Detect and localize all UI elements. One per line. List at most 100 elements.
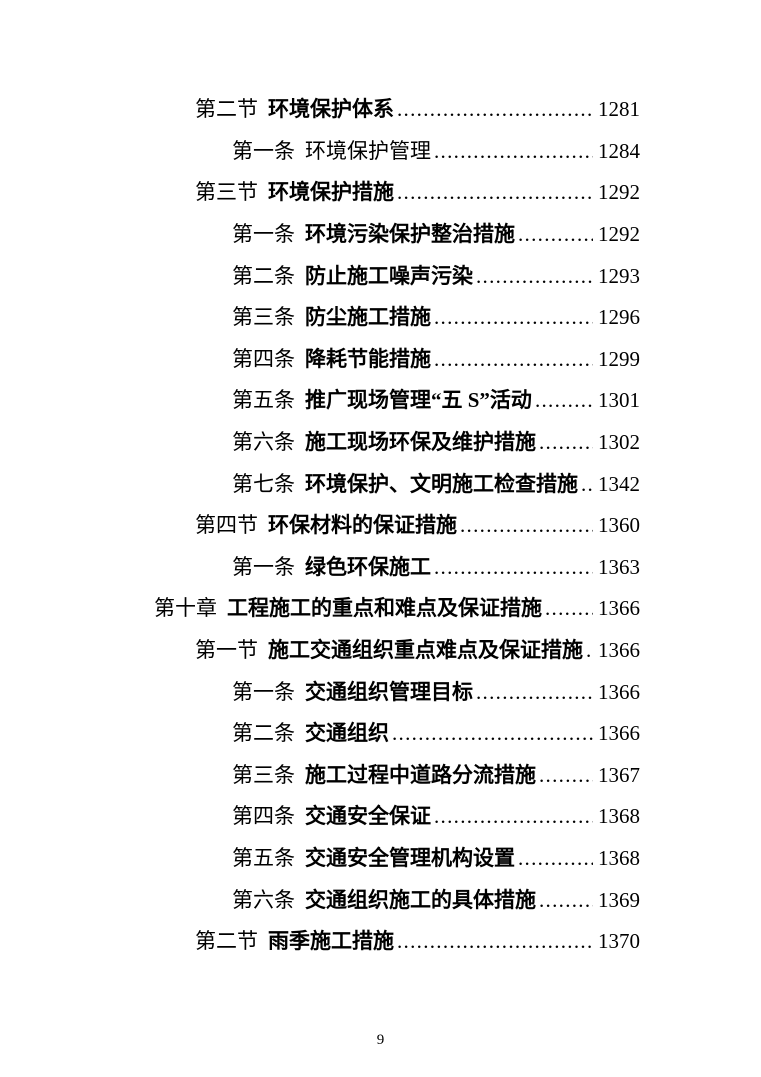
toc-entry: 第三条 施工过程中道路分流措施 ........................… [0, 755, 761, 797]
toc-entry: 第一条 绿色环保施工 .............................… [0, 547, 761, 589]
toc-entry-page: 1299 [598, 346, 640, 371]
toc-dot-leader: ........................................… [434, 348, 593, 370]
toc-dot-leader: ........................................… [518, 847, 593, 869]
toc-entry-title: 工程施工的重点和难点及保证措施 [227, 596, 542, 621]
toc-entry-title: 防止施工噪声污染 [305, 263, 473, 288]
toc-entry-number: 第三条 [232, 305, 295, 330]
toc-entry-title: 降耗节能措施 [305, 346, 431, 371]
toc-entry-number: 第七条 [232, 471, 295, 496]
toc-entry-number: 第二节 [195, 929, 258, 954]
toc-dot-leader: ........................................… [476, 681, 593, 703]
toc-entry-title: 防尘施工措施 [305, 305, 431, 330]
toc-dot-leader: ........................................… [518, 224, 593, 246]
toc-dot-leader: ........................................… [434, 556, 593, 578]
toc-entry: 第一节 施工交通组织重点难点及保证措施 ....................… [0, 630, 761, 672]
toc-entry-number: 第一节 [195, 638, 258, 663]
toc-entry-page: 1363 [598, 554, 640, 579]
toc-dot-leader: ........................................… [539, 889, 593, 911]
toc-entry-page: 1366 [598, 596, 640, 621]
toc-entry: 第五条 交通安全管理机构设置 .........................… [0, 838, 761, 880]
toc-dot-leader: ........................................… [434, 140, 593, 162]
toc-dot-leader: ........................................… [539, 432, 593, 454]
toc-entry-title: 交通组织管理目标 [305, 679, 473, 704]
toc-entry-title: 推广现场管理“五 S”活动 [305, 388, 532, 413]
toc-entry: 第三节 环境保护措施 .............................… [0, 172, 761, 214]
toc-entry-page: 1366 [598, 721, 640, 746]
toc-entry: 第十章 工程施工的重点和难点及保证措施 ....................… [0, 588, 761, 630]
toc-entry: 第六条 施工现场环保及维护措施 ........................… [0, 422, 761, 464]
toc-entry-page: 1284 [598, 138, 640, 163]
toc-entry-page: 1368 [598, 804, 640, 829]
toc-dot-leader: ........................................… [545, 598, 593, 620]
toc-dot-leader: ........................................… [460, 515, 593, 537]
toc-entry-page: 1301 [598, 388, 640, 413]
toc-entry-number: 第五条 [232, 845, 295, 870]
toc-entry-number: 第三节 [195, 180, 258, 205]
toc-entry-page: 1369 [598, 887, 640, 912]
toc-entry: 第四条 降耗节能措施 .............................… [0, 339, 761, 381]
toc-entry-number: 第十章 [154, 596, 217, 621]
toc-entry: 第五条 推广现场管理“五 S”活动 ......................… [0, 380, 761, 422]
toc-entry-page: 1302 [598, 430, 640, 455]
toc-entry-number: 第四条 [232, 804, 295, 829]
toc-entry-title: 施工现场环保及维护措施 [305, 430, 536, 455]
toc-entry-title: 环境保护体系 [268, 97, 394, 122]
toc-entry-number: 第二条 [232, 263, 295, 288]
toc-entry: 第一条 环境污染保护整治措施 .........................… [0, 214, 761, 256]
toc-dot-leader: ........................................… [397, 182, 593, 204]
toc-entry-page: 1366 [598, 679, 640, 704]
toc-entry-number: 第一条 [232, 138, 295, 163]
toc-entry-page: 1367 [598, 762, 640, 787]
toc-entry-page: 1360 [598, 513, 640, 538]
toc-dot-leader: ........................................… [534, 390, 593, 412]
toc-dot-leader: ........................................… [476, 265, 593, 287]
toc-entry: 第三条 防尘施工措施 .............................… [0, 297, 761, 339]
toc-entry-page: 1281 [598, 97, 640, 122]
toc-entry: 第四条 交通安全保证 .............................… [0, 796, 761, 838]
toc-entry-number: 第三条 [232, 762, 295, 787]
toc-entry-number: 第二节 [195, 97, 258, 122]
toc-dot-leader: ........................................… [392, 723, 593, 745]
toc-entry-page: 1366 [598, 638, 640, 663]
toc-dot-leader: ........................................… [581, 473, 593, 495]
toc-entry-title: 施工交通组织重点难点及保证措施 [268, 638, 583, 663]
toc-entry: 第二条 交通组织 ...............................… [0, 713, 761, 755]
toc-entry-number: 第四节 [195, 513, 258, 538]
toc-entry-title: 环保材料的保证措施 [268, 513, 457, 538]
toc-entry-number: 第一条 [232, 222, 295, 247]
toc-entry: 第二节 环境保护体系 .............................… [0, 89, 761, 131]
toc-entry: 第二条 防止施工噪声污染 ...........................… [0, 255, 761, 297]
toc-entry: 第七条 环境保护、文明施工检查措施 ......................… [0, 463, 761, 505]
toc-entry-number: 第五条 [232, 388, 295, 413]
toc-entry-title: 绿色环保施工 [305, 554, 431, 579]
toc-entry: 第一条 环境保护管理 .............................… [0, 131, 761, 173]
toc-entry-title: 环境保护措施 [268, 180, 394, 205]
table-of-contents: 第二节 环境保护体系 .............................… [0, 89, 761, 962]
toc-entry-page: 1293 [598, 263, 640, 288]
footer-page-number: 9 [376, 1032, 385, 1048]
toc-entry-number: 第六条 [232, 430, 295, 455]
toc-entry-number: 第四条 [232, 346, 295, 371]
toc-entry-title: 交通安全管理机构设置 [305, 845, 515, 870]
toc-entry: 第一条 交通组织管理目标 ...........................… [0, 671, 761, 713]
toc-entry-title: 环境污染保护整治措施 [305, 222, 515, 247]
toc-entry-title: 环境保护、文明施工检查措施 [305, 471, 578, 496]
toc-dot-leader: ........................................… [434, 307, 593, 329]
toc-entry-title: 交通组织 [305, 721, 389, 746]
toc-dot-leader: ........................................… [397, 99, 593, 121]
toc-entry-title: 施工过程中道路分流措施 [305, 762, 536, 787]
toc-dot-leader: ........................................… [586, 640, 593, 662]
toc-entry-page: 1368 [598, 845, 640, 870]
toc-entry-page: 1370 [598, 929, 640, 954]
toc-dot-leader: ........................................… [539, 764, 593, 786]
toc-entry-page: 1292 [598, 180, 640, 205]
toc-entry-title: 环境保护管理 [305, 138, 431, 163]
toc-entry-title: 交通组织施工的具体措施 [305, 887, 536, 912]
toc-entry-page: 1292 [598, 222, 640, 247]
toc-entry-number: 第一条 [232, 679, 295, 704]
toc-entry-number: 第二条 [232, 721, 295, 746]
toc-entry-page: 1296 [598, 305, 640, 330]
toc-dot-leader: ........................................… [397, 931, 593, 953]
toc-entry-number: 第六条 [232, 887, 295, 912]
